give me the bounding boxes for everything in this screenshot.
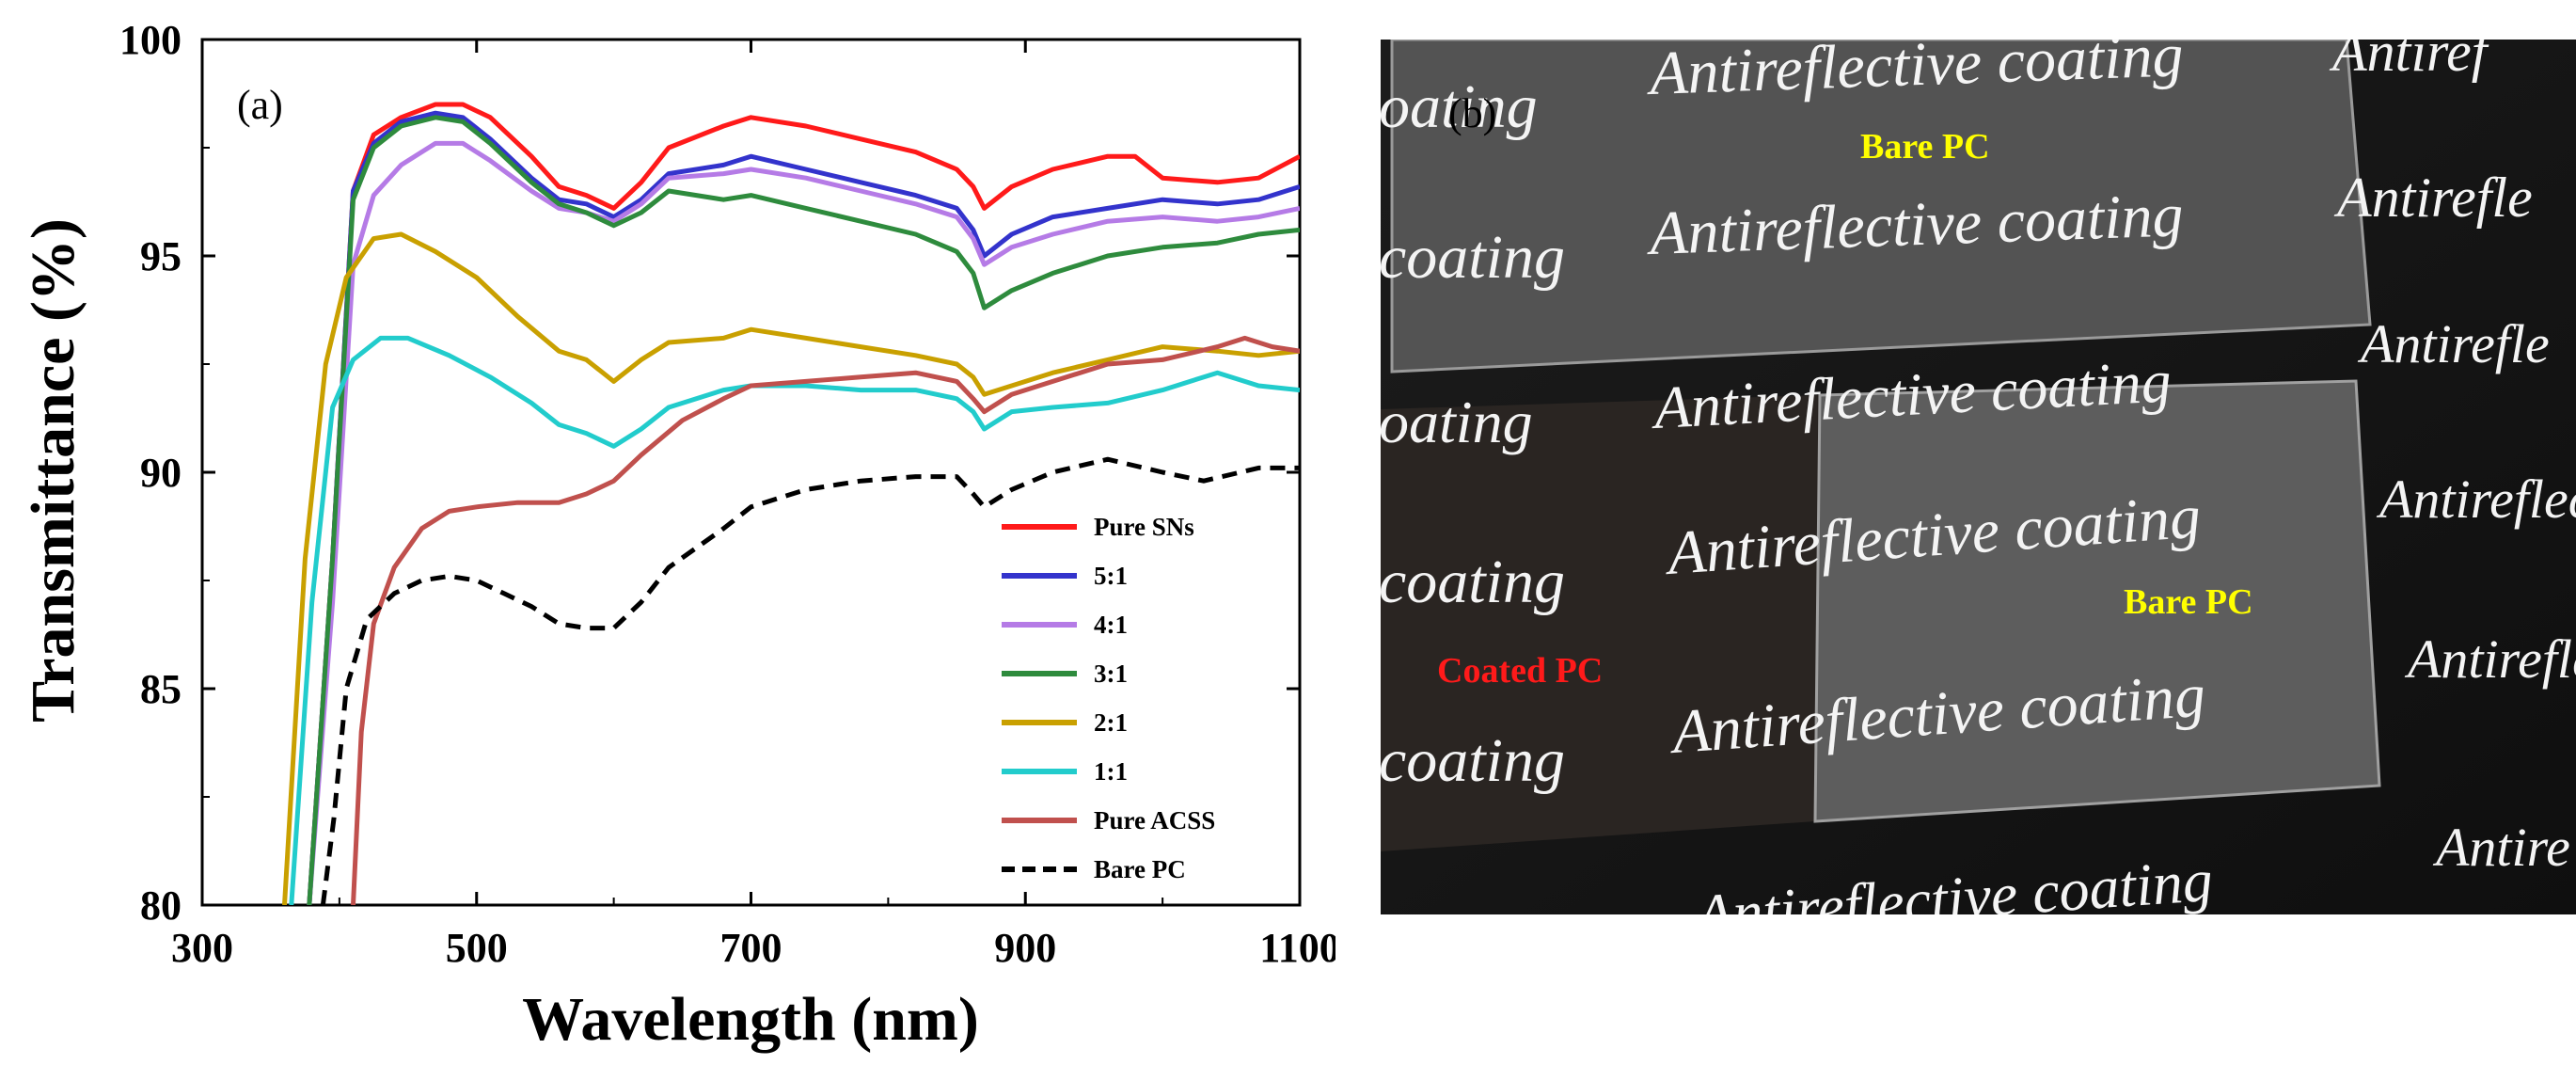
y-tick-label-95: 95 xyxy=(140,233,182,279)
coated-pc-label: Coated PC xyxy=(1437,651,1603,691)
legend-label-1: 5:1 xyxy=(1094,562,1128,590)
series-line-2-1 xyxy=(282,231,1300,905)
x-tick-label-500: 500 xyxy=(446,925,508,971)
fragment-left-3: coating xyxy=(1379,223,1565,292)
series-line-5-1 xyxy=(307,110,1300,905)
x-axis-title: Wavelength (nm) xyxy=(522,985,979,1054)
tick-labels: 300 500 700 900 1100 80 85 90 95 100 xyxy=(119,17,1335,971)
fragment-left-1: oating xyxy=(1379,72,1538,141)
fragment-right-6: Antire xyxy=(2432,817,2570,878)
legend-label-4: 2:1 xyxy=(1094,708,1128,737)
y-tick-label-90: 90 xyxy=(140,450,182,496)
fragment-left-2: oating xyxy=(1379,389,1533,455)
x-tick-label-700: 700 xyxy=(720,925,782,971)
fragment-left-5: coating xyxy=(1379,726,1565,795)
fragment-right-5: Antirefle xyxy=(2404,628,2576,690)
y-tick-label-85: 85 xyxy=(140,666,182,712)
series-line-4-1 xyxy=(307,140,1300,905)
bare-pc-label-right: Bare PC xyxy=(2124,582,2253,622)
series-line-bare-pc xyxy=(320,456,1300,905)
legend: Pure SNs 5:1 4:1 3:1 2:1 1:1 Pure ACSS Bare PC xyxy=(1002,513,1215,883)
series-line-pure-acss xyxy=(351,335,1300,905)
series-lines xyxy=(282,102,1300,905)
legend-label-2: 4:1 xyxy=(1094,611,1128,639)
fragment-right-3: Antirefle xyxy=(2357,313,2550,374)
legend-label-6: Pure ACSS xyxy=(1094,806,1215,835)
y-axis-title: Transmittance (%) xyxy=(19,218,87,723)
bare-pc-label-top: Bare PC xyxy=(1860,127,1990,167)
x-tick-label-300: 300 xyxy=(171,925,233,971)
legend-label-5: 1:1 xyxy=(1094,757,1128,786)
legend-label-0: Pure SNs xyxy=(1094,513,1194,541)
panel-label-b: (b) xyxy=(1448,90,1496,136)
x-tick-label-1100: 1100 xyxy=(1259,925,1335,971)
fragment-left-4: coating xyxy=(1379,548,1565,616)
bare-region xyxy=(1813,379,2381,823)
legend-label-3: 3:1 xyxy=(1094,660,1128,688)
series-line-1-1 xyxy=(289,335,1300,905)
fragment-right-1: Antiref xyxy=(2329,21,2494,83)
y-tick-label-100: 100 xyxy=(119,17,182,63)
transmittance-chart: 300 500 700 900 1100 80 85 90 95 100 Wavelength (… xyxy=(19,17,1335,1054)
top-sample-sheet xyxy=(1390,40,2372,374)
coated-region xyxy=(1381,395,1820,851)
tick-marks xyxy=(200,38,1302,907)
fragment-right-4: Antireflec xyxy=(2376,469,2576,530)
fragment-right-2: Antirefle xyxy=(2333,167,2533,229)
series-line-pure-sns xyxy=(307,102,1300,905)
panel-label-a: (a) xyxy=(237,82,283,128)
x-tick-label-900: 900 xyxy=(994,925,1056,971)
series-line-3-1 xyxy=(307,115,1300,905)
legend-label-7: Bare PC xyxy=(1094,855,1186,883)
y-tick-label-80: 80 xyxy=(140,882,182,929)
